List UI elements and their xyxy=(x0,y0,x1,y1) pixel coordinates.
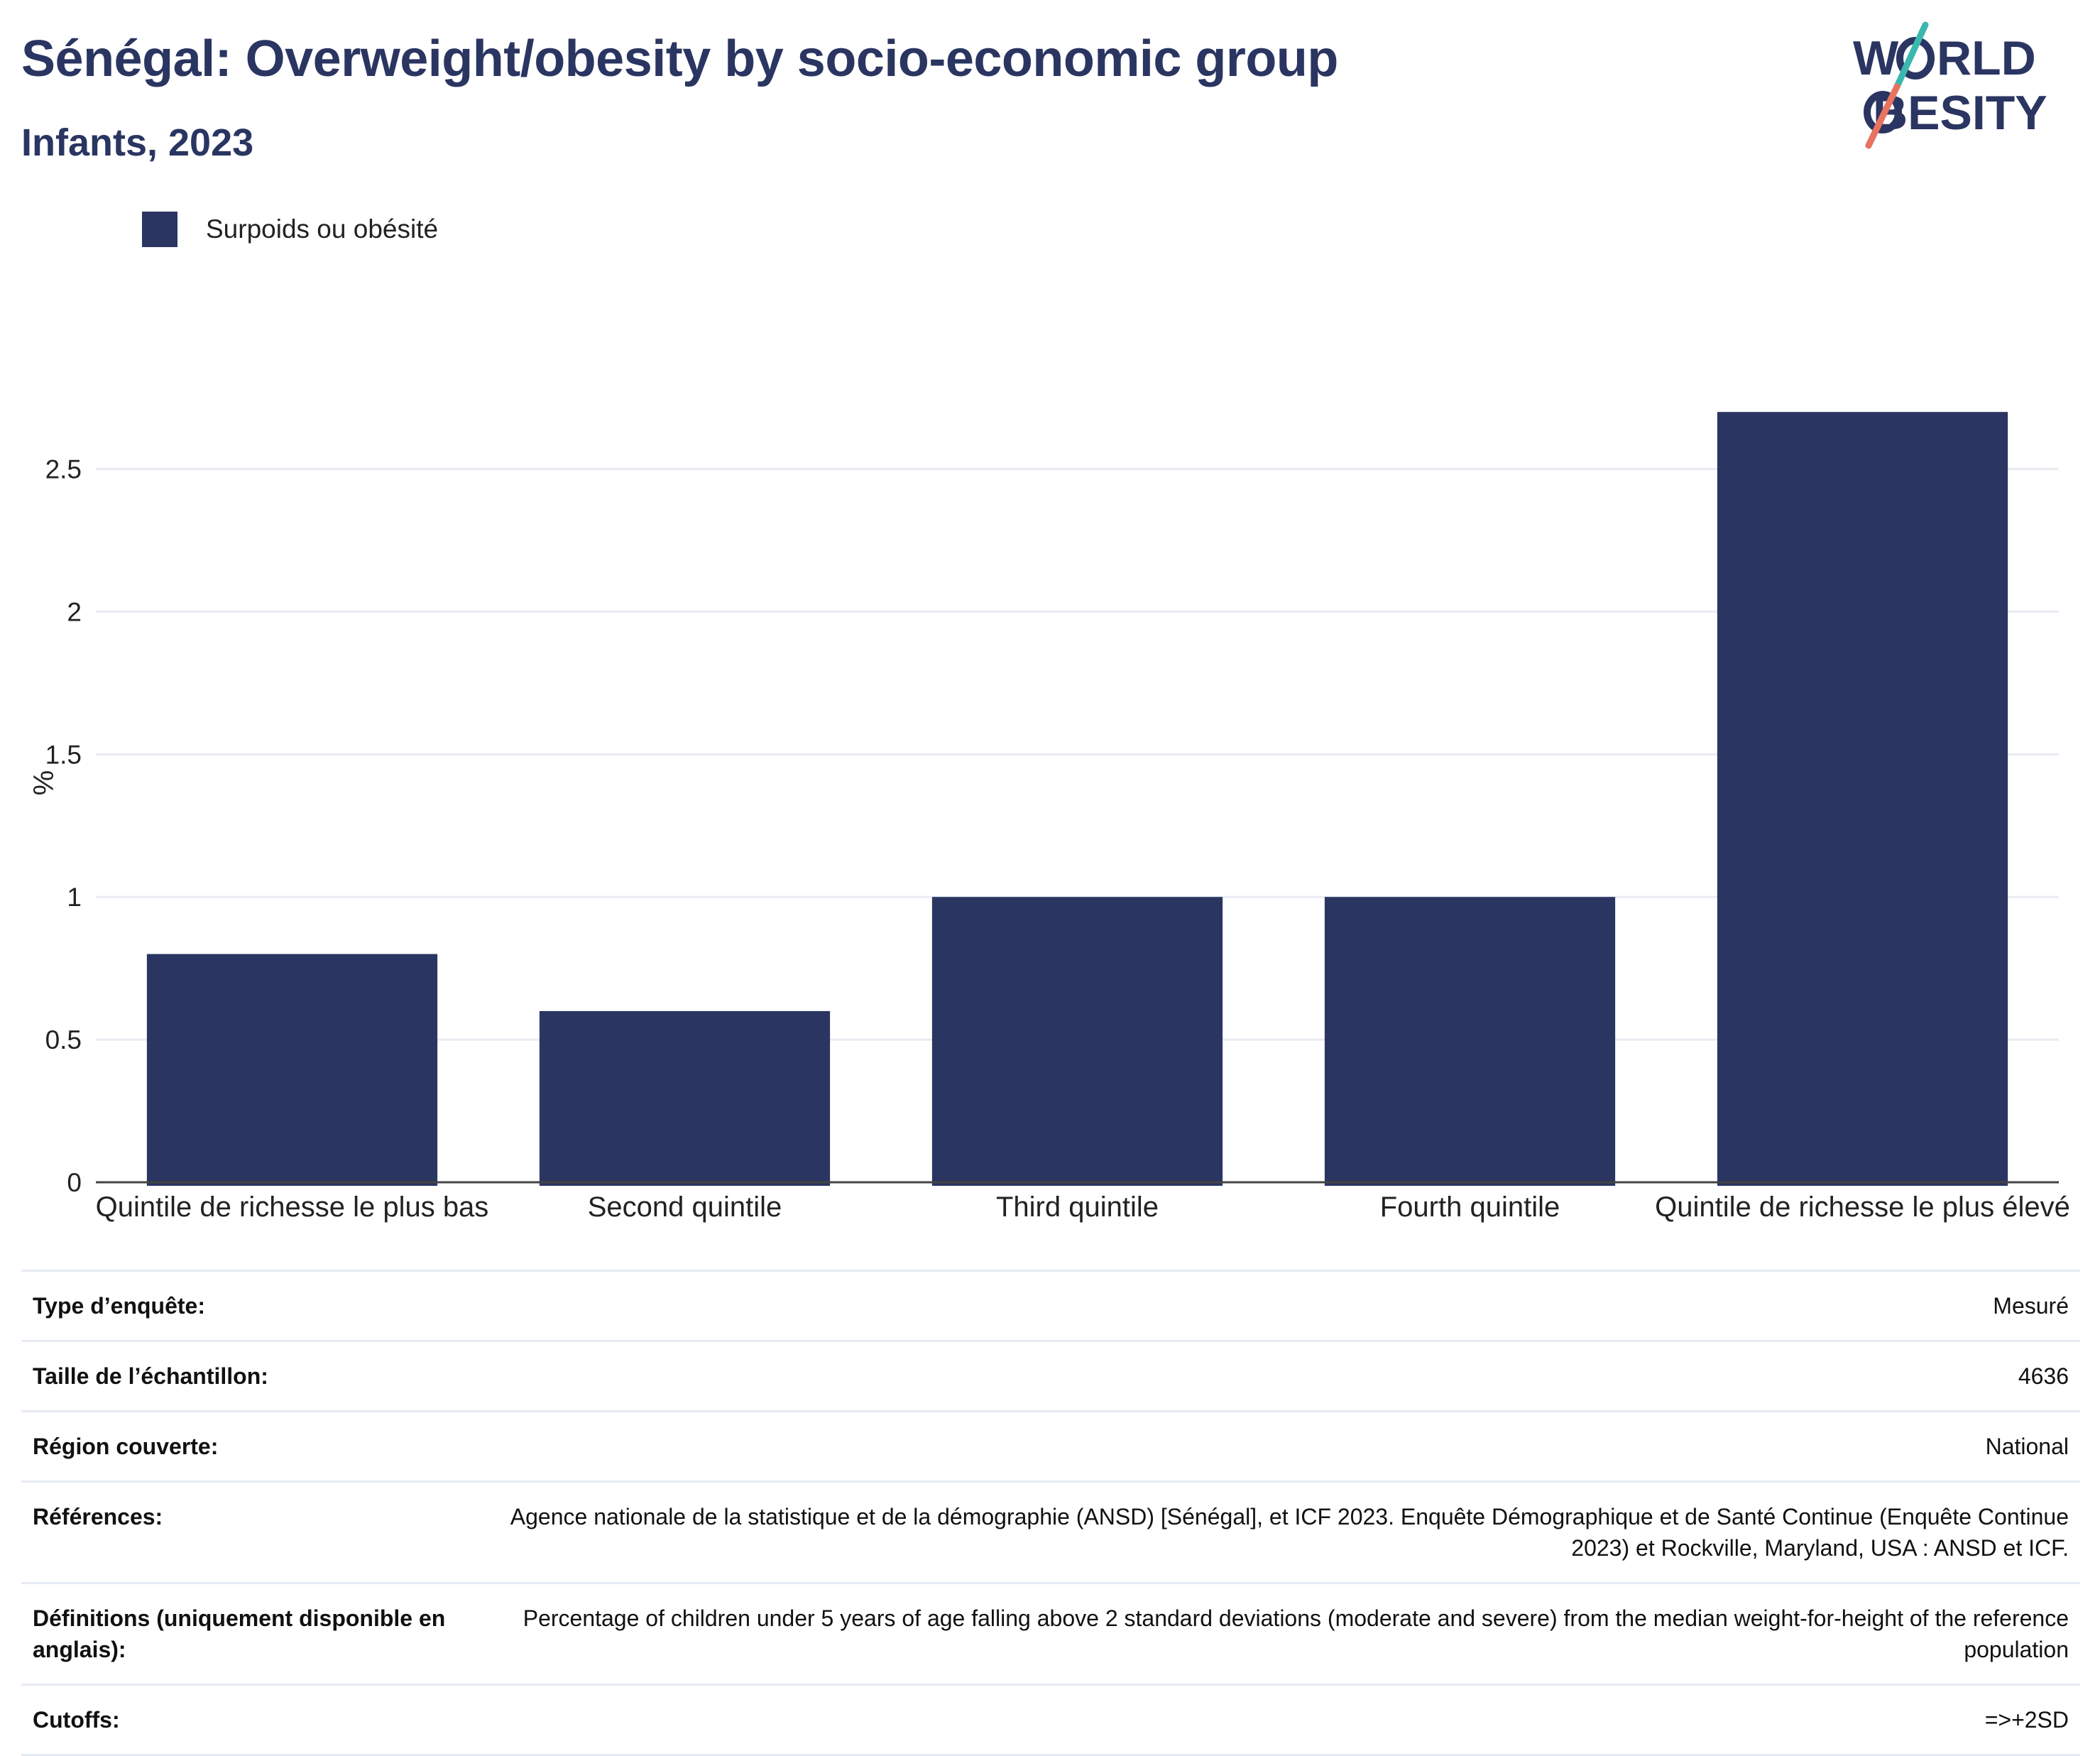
legend-swatch xyxy=(142,212,177,247)
info-value: Percentage of children under 5 years of … xyxy=(498,1582,2080,1685)
bar xyxy=(539,1010,831,1186)
bar xyxy=(931,897,1223,1186)
chart-title: Sénégal: Overweight/obesity by socio-eco… xyxy=(21,31,1338,87)
bar xyxy=(1324,897,1616,1186)
info-label: Définitions (uniquement disponible en an… xyxy=(21,1582,498,1685)
info-value: Mesuré xyxy=(498,1270,2080,1341)
info-label: Taille de l’échantillon: xyxy=(21,1340,498,1412)
survey-info-table: Type d’enquête: Mesuré Taille de l’échanti… xyxy=(21,1270,2080,1756)
info-label: Cutoffs: xyxy=(21,1684,498,1756)
info-label: Références: xyxy=(21,1480,498,1583)
info-label: Type d’enquête: xyxy=(21,1270,498,1341)
bar-chart: 0 0.5 1 1.5 2 2.5% Quintile de richesse le plu… xyxy=(28,412,2070,1223)
y-tick-label: 0 xyxy=(67,1168,82,1197)
legend-label: Surpoids ou obésité xyxy=(206,214,439,244)
x-tick-label: Quintile de richesse le plus bas xyxy=(96,1191,489,1223)
y-tick-label: 2.5 xyxy=(45,455,82,484)
world-obesity-logo: W RLD BESITY xyxy=(1853,21,2047,149)
y-tick-label: 1 xyxy=(67,883,82,912)
chart-legend[interactable]: Surpoids ou obésité xyxy=(142,212,438,247)
chart-subtitle: Infants, 2023 xyxy=(21,121,254,164)
x-tick-label: Quintile de richesse le plus élevé xyxy=(1655,1191,2070,1223)
bar xyxy=(146,954,438,1186)
x-tick-label: Second quintile xyxy=(588,1191,782,1223)
svg-text:RLD: RLD xyxy=(1937,31,2036,85)
bar xyxy=(1717,412,2008,1186)
x-tick-label: Fourth quintile xyxy=(1380,1191,1560,1223)
y-tick-label: 0.5 xyxy=(45,1025,82,1054)
info-value: 4636 xyxy=(498,1340,2080,1412)
info-row: Références: Agence nationale de la statis… xyxy=(21,1480,2080,1583)
info-row: Type d’enquête: Mesuré xyxy=(21,1270,2080,1341)
y-tick-label: 1.5 xyxy=(45,740,82,769)
y-tick-label: 2 xyxy=(67,597,82,626)
info-row: Taille de l’échantillon: 4636 xyxy=(21,1340,2080,1412)
info-value: =>+2SD xyxy=(498,1684,2080,1756)
info-label: Région couverte: xyxy=(21,1410,498,1482)
info-value: Agence nationale de la statistique et de… xyxy=(498,1480,2080,1583)
x-tick-label: Third quintile xyxy=(996,1191,1159,1223)
y-axis-label: % xyxy=(28,770,60,796)
info-row: Cutoffs: =>+2SD xyxy=(21,1684,2080,1756)
info-row: Région couverte: National xyxy=(21,1410,2080,1482)
info-row: Définitions (uniquement disponible en an… xyxy=(21,1582,2080,1685)
svg-text:W: W xyxy=(1853,31,1899,85)
info-value: National xyxy=(498,1410,2080,1482)
